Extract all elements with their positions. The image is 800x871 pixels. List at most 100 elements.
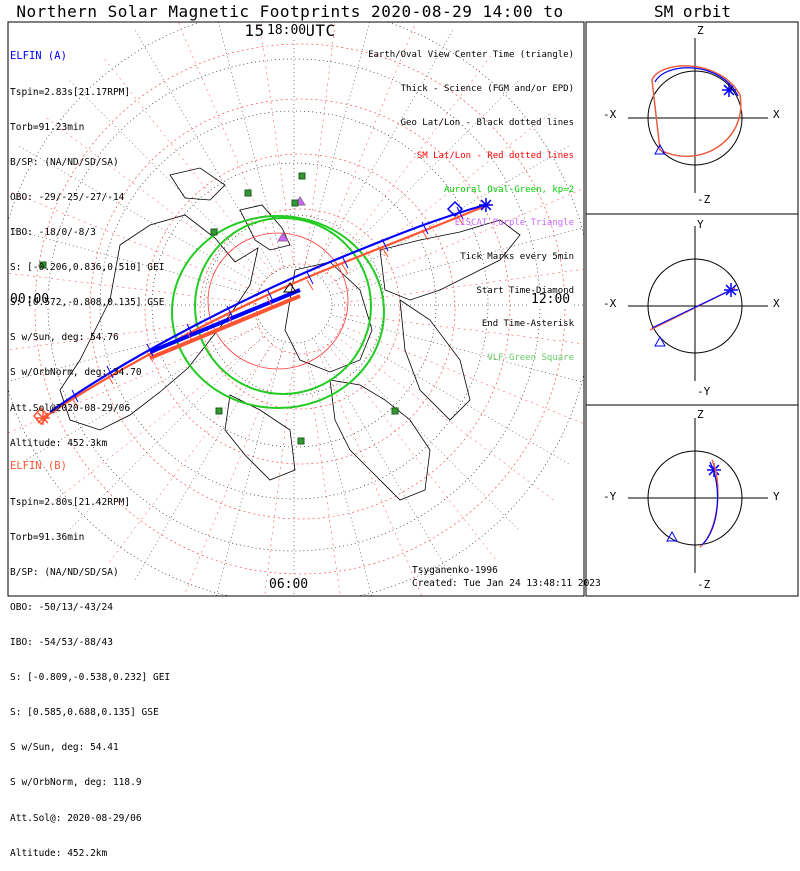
elfin-b-track <box>42 202 491 419</box>
geo-lon-line <box>313 339 455 583</box>
elfin-b-name: ELFIN (B) <box>10 460 67 473</box>
auroral-oval-inner <box>194 217 372 395</box>
sm-lon-line <box>305 22 336 265</box>
orbit-yz-bottom-label: -Z <box>697 578 711 591</box>
elfin-a-line: Tspin=2.83s[21.17RPM] <box>10 86 131 98</box>
eiscat-triangle <box>277 232 289 242</box>
geo-lon-line <box>304 22 371 267</box>
sm-lon-line <box>47 336 265 507</box>
elfin-a-line: S: [-0.206,0.836,0.510] GEI <box>10 262 165 274</box>
elfin-b-tick <box>71 397 79 409</box>
elfin-a-info: ELFIN (A) Tspin=2.83s[21.17RPM] Torb=91.… <box>10 28 164 461</box>
view-center-triangle <box>283 282 297 293</box>
continent-outlines <box>59 167 521 501</box>
legend-entry: Thick - Science (FGM and/or EPD) <box>400 84 574 95</box>
elfin-a-line: Att.Sol@2020-08-29/06 <box>10 402 131 414</box>
orbit-frame <box>585 21 799 597</box>
elfin-b-tick <box>146 351 154 363</box>
elfin-b-tick <box>341 263 349 275</box>
auroral-oval <box>171 215 385 409</box>
elfin-a-line: S w/Sun, deg: 54.76 <box>10 332 119 344</box>
geo-lon-line <box>215 343 284 596</box>
geo-lat-circle <box>151 162 437 448</box>
orbit-xz-right-label: X <box>773 108 780 121</box>
footprint-tracks <box>42 202 491 419</box>
model-credit: Tsyganenko-1996 <box>412 565 498 576</box>
elfin-a-science-segment <box>149 288 301 354</box>
sm-lon-line <box>326 53 493 274</box>
sm-lon-line <box>259 22 294 265</box>
orbit-xy-elfin-a-track <box>651 288 734 329</box>
elfin-b-tick <box>186 331 194 343</box>
vlf-square <box>298 172 306 180</box>
vlf-square <box>391 407 399 415</box>
legend: Earth/Oval View Center Time (triangle) T… <box>368 28 574 375</box>
elfin-b-info: ELFIN (B) Tspin=2.80s[21.42RPM] Torb=91.… <box>10 438 170 871</box>
geo-lon-line <box>16 324 260 466</box>
orbit-xz-left-label: -X <box>603 108 617 121</box>
orbit-xz-elfin-b-track <box>651 65 742 157</box>
geo-lon-line <box>133 339 275 583</box>
continent-outline <box>284 261 373 373</box>
elfin-a-tick <box>306 271 314 285</box>
legend-entry: SM Lat/Lon - Red dotted lines <box>416 151 574 162</box>
orbit-plots <box>628 38 768 573</box>
orbit-xz-top-label: Z <box>697 24 704 37</box>
elfin-a-tick <box>456 206 464 220</box>
geo-lon-line <box>313 27 455 271</box>
elfin-b-line: S w/OrbNorm, deg: 118.9 <box>10 777 142 789</box>
continent-outline <box>239 204 291 251</box>
orbit-yz-top-label: Z <box>697 408 704 421</box>
elfin-a-line: Altitude: 452.3km <box>10 437 108 449</box>
sm-lon-line <box>183 350 284 596</box>
sm-lon-line <box>107 344 274 565</box>
sm-lon-line <box>344 314 584 345</box>
auroral-oval-outer <box>171 215 385 409</box>
sm-lon-line <box>306 353 341 596</box>
elfin-a-track <box>49 202 489 413</box>
elfin-b-tick <box>106 373 114 385</box>
elfin-a-line: Torb=91.23min <box>10 121 85 133</box>
elfin-a-tick <box>106 365 114 379</box>
geo-lon-line <box>217 22 284 267</box>
map-frame <box>7 21 585 597</box>
geo-lon-line <box>332 315 584 383</box>
legend-entry: End Time-Asterisk <box>481 319 574 330</box>
sm-lon-line <box>8 315 256 351</box>
orbit-xz-bottom-label: -Z <box>697 193 711 206</box>
sm-lat-circle <box>144 153 456 465</box>
legend-entry: VLF-Green Square <box>487 352 574 363</box>
geo-lon-line <box>304 343 373 596</box>
elfin-b-tick <box>306 279 314 291</box>
geo-lon-line <box>322 333 521 532</box>
geo-lat-circle <box>255 266 333 344</box>
elfin-b-tick <box>226 313 234 325</box>
orbit-yz-right-label: Y <box>773 490 780 503</box>
elfin-a-line: S: [0.572,-0.808,0.135] GSE <box>10 297 165 309</box>
sm-lon-line <box>8 272 256 304</box>
time-label-left: 00:00 <box>9 292 51 307</box>
vlf-square <box>244 189 252 197</box>
elfin-b-line: S: [-0.809,-0.538,0.232] GEI <box>10 672 171 684</box>
geo-lon-line <box>133 27 275 271</box>
elfin-b-start-diamond <box>33 406 49 426</box>
sm-lat-circle <box>34 43 566 575</box>
elfin-b-line: B/SP: (NA/ND/SD/SA) <box>10 566 119 578</box>
time-label-right: 12:00 <box>530 292 572 307</box>
vlf-square <box>297 437 305 445</box>
vlf-square <box>215 407 223 415</box>
sm-lon-line <box>327 344 498 562</box>
continent-outline <box>224 394 296 481</box>
vlf-square <box>210 228 218 236</box>
orbit-yz-elfin-b-track <box>699 459 719 548</box>
elfin-a-tick <box>71 389 79 403</box>
map-markers <box>33 83 738 477</box>
elfin-a-tick <box>341 255 349 269</box>
elfin-a-line: B/SP: (NA/ND/SD/SA) <box>10 156 119 168</box>
elfin-b-line: Tspin=2.80s[21.42RPM] <box>10 496 131 508</box>
elfin-b-line: S: [0.585,0.688,0.135] GSE <box>10 707 159 719</box>
sm-lat-circle <box>89 98 511 520</box>
orbit-xy-top-label: Y <box>697 218 704 231</box>
orbit-yz-triangle <box>666 530 678 542</box>
geo-lon-line <box>67 333 266 532</box>
